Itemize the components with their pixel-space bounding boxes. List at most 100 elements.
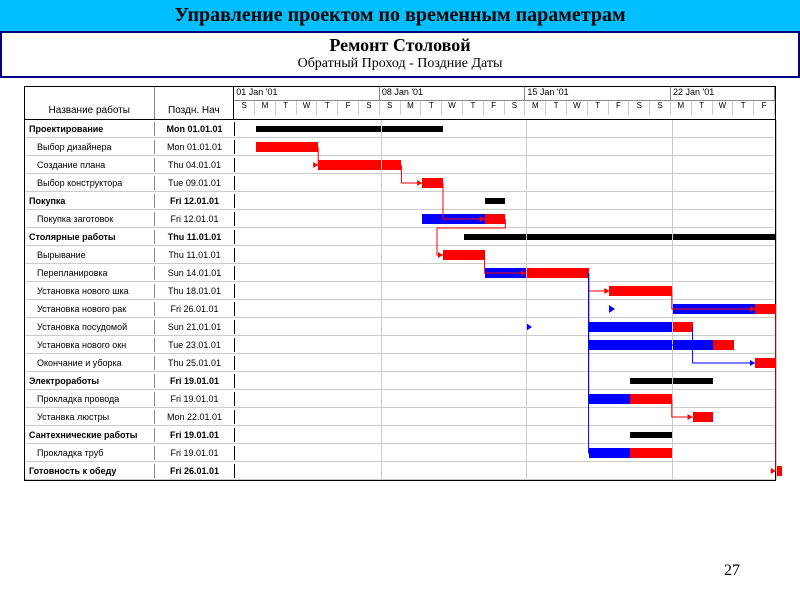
gantt-row: Прокладка трубFri 19.01.01 [25, 444, 775, 462]
task-name: Окончание и уборка [25, 356, 155, 370]
week-label: 22 Jan '01 [671, 87, 775, 100]
week-label: 01 Jan '01 [234, 87, 380, 100]
day-label: S [650, 101, 671, 115]
project-header: Ремонт Столовой Обратный Проход - Поздни… [0, 31, 800, 78]
day-label: T [463, 101, 484, 115]
gantt-bar-blue [485, 268, 527, 278]
task-name: Сантехнические работы [25, 428, 155, 442]
gantt-bar-red [630, 394, 672, 404]
task-name: Установка нового шка [25, 284, 155, 298]
task-bars [235, 372, 775, 389]
gantt-row: Устанвка люстрыMon 22.01.01 [25, 408, 775, 426]
gantt-row: ЭлектроработыFri 19.01.01 [25, 372, 775, 390]
day-label: S [380, 101, 401, 115]
task-date: Thu 18.01.01 [155, 284, 235, 298]
task-bars [235, 228, 775, 245]
gantt-header: Название работы Поздн. Нач 01 Jan '0108 … [25, 87, 775, 120]
day-label: S [359, 101, 380, 115]
day-label: M [401, 101, 422, 115]
week-divider [381, 120, 382, 480]
marker-icon [609, 305, 615, 313]
task-bars [235, 444, 775, 461]
week-divider [526, 120, 527, 480]
task-name: Готовность к обеду [25, 464, 155, 478]
task-date: Sun 14.01.01 [155, 266, 235, 280]
gantt-row: Создание планаThu 04.01.01 [25, 156, 775, 174]
task-name: Вырывание [25, 248, 155, 262]
task-name: Прокладка труб [25, 446, 155, 460]
gantt-bar-red [256, 142, 318, 152]
task-bars [235, 426, 775, 443]
gantt-bar-red [609, 286, 671, 296]
task-bars [235, 282, 775, 299]
gantt-bar-blue [589, 322, 672, 332]
gantt-row: ПроектированиеMon 01.01.01 [25, 120, 775, 138]
task-date: Fri 12.01.01 [155, 212, 235, 226]
gantt-bar-black [256, 126, 443, 132]
task-bars [235, 336, 775, 353]
gantt-bar-red [713, 340, 734, 350]
gantt-body: ПроектированиеMon 01.01.01Выбор дизайнер… [25, 120, 775, 480]
day-label: T [421, 101, 442, 115]
task-date: Tue 09.01.01 [155, 176, 235, 190]
col-header-date: Поздн. Нач [155, 87, 235, 119]
task-date: Fri 19.01.01 [155, 374, 235, 388]
gantt-row: ВырываниеThu 11.01.01 [25, 246, 775, 264]
gantt-bar-red [443, 250, 485, 260]
gantt-bar-blue [672, 304, 755, 314]
task-date: Mon 01.01.01 [155, 140, 235, 154]
task-date: Mon 01.01.01 [155, 122, 235, 136]
gantt-row: Выбор конструктораTue 09.01.01 [25, 174, 775, 192]
gantt-bar-red [672, 322, 693, 332]
day-label: F [338, 101, 359, 115]
day-label: T [546, 101, 567, 115]
day-label: T [733, 101, 754, 115]
gantt-row: ПерепланировкаSun 14.01.01 [25, 264, 775, 282]
task-bars [235, 300, 775, 317]
gantt-bar-blue [589, 340, 714, 350]
task-bars [235, 138, 775, 155]
day-label: S [234, 101, 255, 115]
gantt-row: ПокупкаFri 12.01.01 [25, 192, 775, 210]
project-title: Ремонт Столовой [2, 35, 798, 56]
task-date: Fri 12.01.01 [155, 194, 235, 208]
gantt-bar-black [485, 198, 506, 204]
task-bars [235, 192, 775, 209]
day-label: F [609, 101, 630, 115]
task-date: Tue 23.01.01 [155, 338, 235, 352]
day-label: W [442, 101, 463, 115]
task-name: Перепланировка [25, 266, 155, 280]
task-name: Проектирование [25, 122, 155, 136]
gantt-bar-red [755, 304, 776, 314]
day-label: W [567, 101, 588, 115]
day-label: T [317, 101, 338, 115]
task-bars [235, 390, 775, 407]
day-label: F [754, 101, 775, 115]
day-label: W [713, 101, 734, 115]
task-date: Mon 22.01.01 [155, 410, 235, 424]
gantt-bar-red [755, 358, 776, 368]
day-label: M [525, 101, 546, 115]
gantt-chart: Название работы Поздн. Нач 01 Jan '0108 … [24, 86, 776, 481]
day-label: S [505, 101, 526, 115]
timeline-header: 01 Jan '0108 Jan '0115 Jan '0122 Jan '01… [234, 87, 775, 119]
task-bars [235, 174, 775, 191]
task-bars [235, 120, 775, 137]
gantt-row: Установка посудомойSun 21.01.01 [25, 318, 775, 336]
task-name: Устанвка люстры [25, 410, 155, 424]
col-header-name: Название работы [25, 87, 155, 119]
gantt-bar-blue [589, 394, 631, 404]
task-name: Создание плана [25, 158, 155, 172]
task-bars [235, 408, 775, 425]
gantt-row: Столярные работыThu 11.01.01 [25, 228, 775, 246]
gantt-row: Прокладка проводаFri 19.01.01 [25, 390, 775, 408]
gantt-row: Покупка заготовокFri 12.01.01 [25, 210, 775, 228]
gantt-bar-red [422, 178, 443, 188]
task-bars [235, 246, 775, 263]
page-title: Управление проектом по временным парамет… [0, 0, 800, 31]
gantt-row: Выбор дизайнераMon 01.01.01 [25, 138, 775, 156]
week-label: 08 Jan '01 [380, 87, 526, 100]
gantt-row: Установка нового окнTue 23.01.01 [25, 336, 775, 354]
task-bars [235, 318, 775, 335]
day-label: W [297, 101, 318, 115]
